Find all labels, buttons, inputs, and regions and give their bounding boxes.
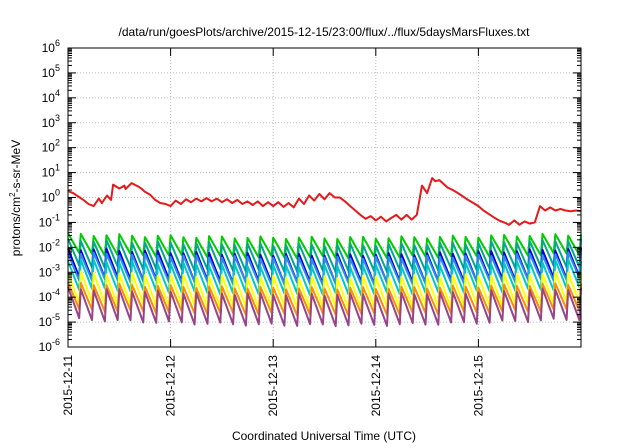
- series-group: [67, 177, 582, 328]
- series-line: [67, 177, 582, 226]
- x-tick-label: 2015-12-11: [61, 355, 75, 416]
- y-tick-base: 10: [39, 240, 53, 254]
- y-tick-label: 10-5: [39, 312, 60, 329]
- y-tick-label: 105: [42, 63, 60, 80]
- y-tick-label: 10-1: [39, 212, 60, 229]
- y-tick-label: 106: [42, 38, 60, 55]
- y-tick-exponent: -5: [52, 312, 60, 322]
- y-tick-label: 100: [42, 188, 60, 205]
- y-axis-label-sup: 2: [8, 192, 17, 197]
- y-tick-base: 10: [42, 141, 56, 155]
- series-line: [67, 238, 582, 274]
- x-axis-label: Coordinated Universal Time (UTC): [232, 429, 416, 443]
- x-tick-label: 2015-12-15: [471, 355, 485, 417]
- y-tick-label: 10-3: [39, 262, 60, 279]
- y-tick-exponent: -3: [52, 262, 60, 272]
- y-axis-label-main: protons/cm: [9, 197, 23, 256]
- series-line: [67, 281, 582, 317]
- chart-title: /data/run/goesPlots/archive/2015-12-15/2…: [119, 25, 531, 39]
- y-tick-base: 10: [42, 41, 56, 55]
- y-axis: 10-610-510-410-310-210-11001011021031041…: [39, 38, 581, 354]
- y-tick-base: 10: [39, 340, 53, 354]
- y-tick-label: 101: [42, 163, 60, 180]
- y-tick-exponent: -4: [52, 287, 60, 297]
- y-tick-label: 103: [42, 113, 60, 130]
- y-tick-exponent: 0: [55, 188, 60, 198]
- y-tick-base: 10: [39, 315, 53, 329]
- series-line: [67, 232, 582, 260]
- y-tick-base: 10: [42, 66, 56, 80]
- y-tick-base: 10: [42, 166, 56, 180]
- y-tick-exponent: 4: [55, 88, 60, 98]
- series-line: [67, 258, 582, 297]
- x-tick-label: 2015-12-12: [164, 355, 178, 417]
- y-tick-exponent: -2: [52, 237, 60, 247]
- y-tick-exponent: 5: [55, 63, 60, 73]
- y-tick-exponent: 1: [55, 163, 60, 173]
- x-tick-label: 2015-12-13: [266, 355, 280, 417]
- y-tick-label: 10-6: [39, 337, 60, 354]
- series-line: [67, 270, 582, 310]
- y-tick-exponent: 3: [55, 113, 60, 123]
- y-tick-base: 10: [42, 191, 56, 205]
- x-tick-label: 2015-12-14: [369, 355, 383, 417]
- y-tick-label: 10-2: [39, 237, 60, 254]
- y-tick-base: 10: [39, 265, 53, 279]
- y-tick-exponent: -6: [52, 337, 60, 347]
- series-line: [67, 286, 582, 328]
- y-axis-label-unit: -s-sr-MeV: [9, 140, 23, 193]
- y-tick-label: 10-4: [39, 287, 60, 304]
- y-tick-label: 104: [42, 88, 60, 105]
- y-tick-exponent: 6: [55, 38, 60, 48]
- y-tick-exponent: -1: [52, 212, 60, 222]
- series-line: [67, 251, 582, 287]
- y-tick-base: 10: [39, 215, 53, 229]
- y-tick-label: 102: [42, 138, 60, 155]
- y-tick-exponent: 2: [55, 138, 60, 148]
- y-tick-base: 10: [42, 116, 56, 130]
- y-tick-base: 10: [42, 91, 56, 105]
- x-axis: 2015-12-11 2015-12-12 2015-12-13 2015-12-14…: [61, 48, 485, 416]
- y-axis-label: protons/cm2-s-sr-MeV: [8, 140, 23, 256]
- y-tick-base: 10: [39, 290, 53, 304]
